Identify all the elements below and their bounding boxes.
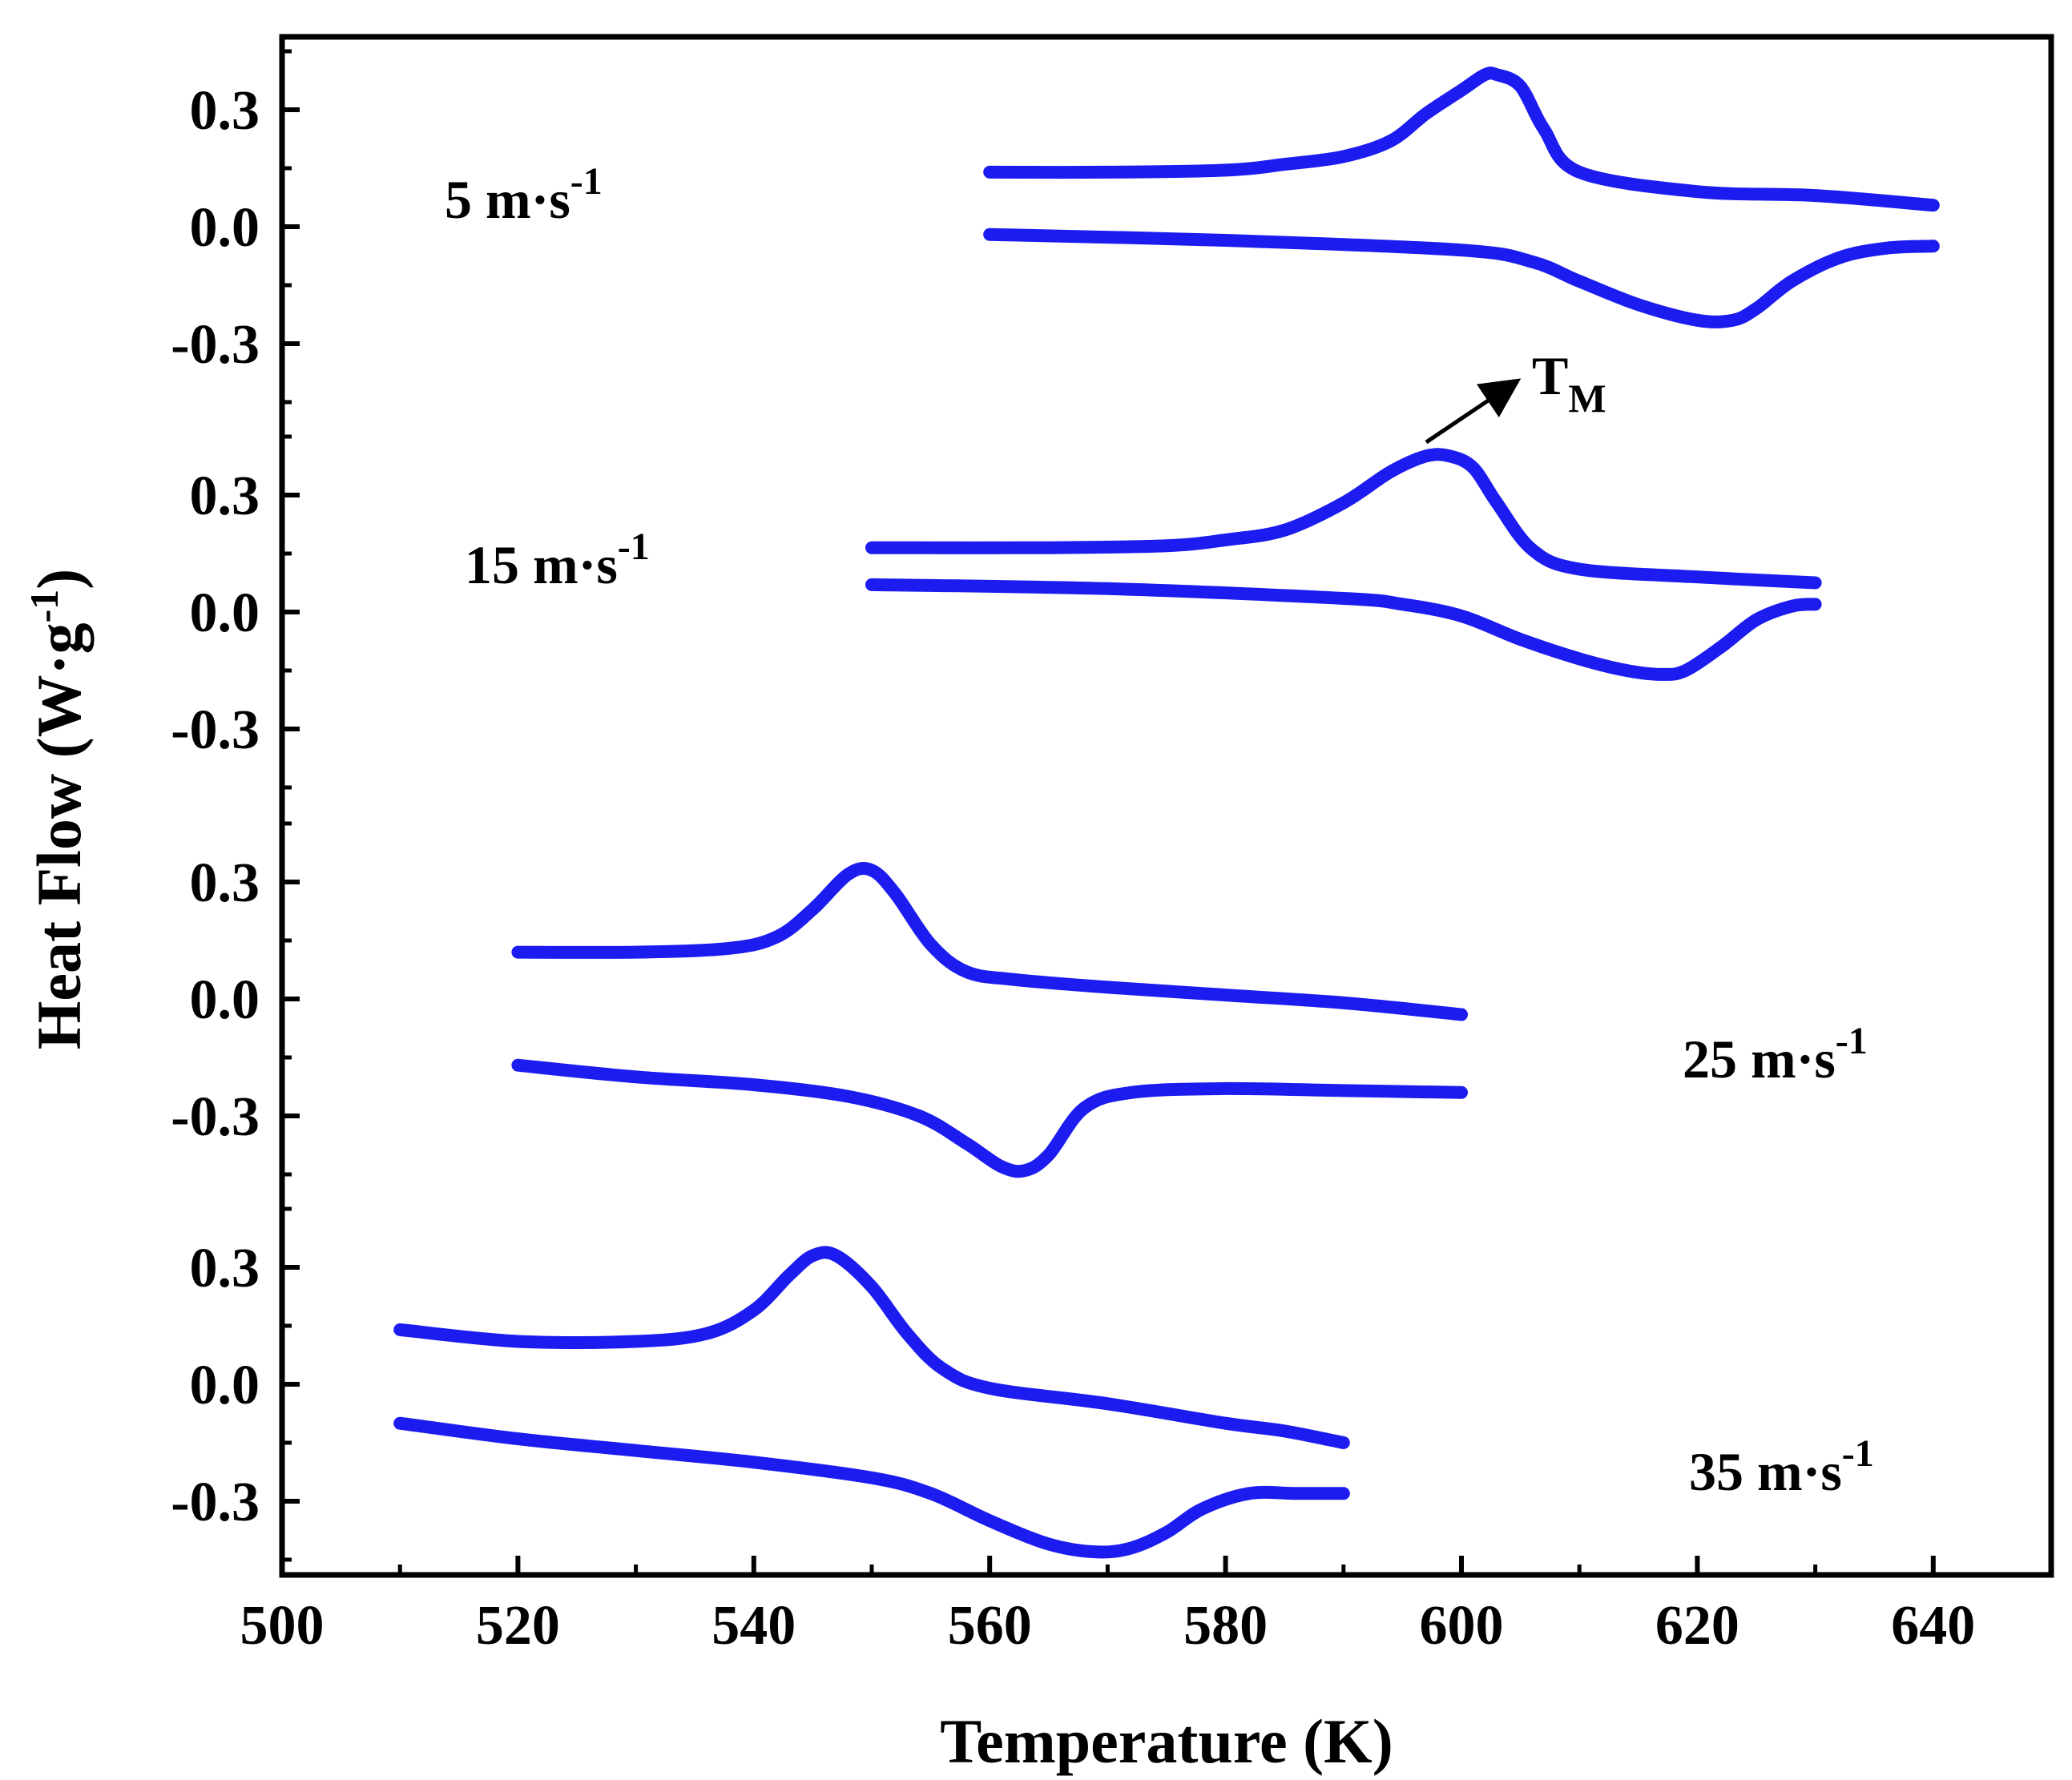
curve-0-heating bbox=[983, 66, 1940, 212]
y-tick-label: 0.0 bbox=[190, 1355, 260, 1416]
curve-0-cooling bbox=[983, 228, 1940, 328]
series-label-35: 35 m·s-1 bbox=[1689, 1432, 1874, 1502]
series-label-15: 15 m·s-1 bbox=[465, 526, 650, 595]
y-axis-title-sup: -1 bbox=[22, 590, 67, 623]
curve-1-heating bbox=[865, 448, 1822, 590]
series-label-15-main: 15 m·s bbox=[465, 534, 618, 595]
ticks-layer: 0.3 0.0 -0.3 0.3 0.0 -0.3 0.3 0.0 -0.3 0.3 0.0 -0.3… bbox=[171, 49, 1975, 1657]
series-label-5-main: 5 m·s bbox=[445, 169, 570, 230]
plot-frame bbox=[279, 34, 2054, 1578]
series-label-15-sup: -1 bbox=[618, 526, 650, 568]
tm-annotation-main: T bbox=[1532, 345, 1568, 406]
tm-arrow bbox=[1425, 378, 1522, 445]
y-tick-label: 0.0 bbox=[190, 582, 260, 644]
y-tick-label: -0.3 bbox=[171, 1472, 260, 1533]
series-label-35-sup: -1 bbox=[1842, 1432, 1874, 1475]
y-tick-label: -0.3 bbox=[171, 1086, 260, 1148]
y-tick-label: 0.3 bbox=[190, 852, 260, 914]
curve-3-heating bbox=[393, 1246, 1350, 1449]
curves-layer bbox=[393, 66, 1940, 1559]
x-tick-label: 620 bbox=[1655, 1595, 1739, 1657]
x-tick-label: 560 bbox=[948, 1595, 1032, 1657]
x-tick-label: 500 bbox=[240, 1595, 325, 1657]
x-tick-label: 520 bbox=[476, 1595, 560, 1657]
x-tick-label: 640 bbox=[1891, 1595, 1975, 1657]
y-tick-label: 0.0 bbox=[190, 969, 260, 1031]
x-axis-title: Temperature (K) bbox=[940, 1706, 1393, 1776]
y-tick-label: -0.3 bbox=[171, 314, 260, 376]
x-tick-label: 580 bbox=[1183, 1595, 1268, 1657]
tm-annotation: TM bbox=[1532, 345, 1606, 421]
series-label-25-sup: -1 bbox=[1836, 1020, 1868, 1062]
curve-3-cooling bbox=[393, 1416, 1350, 1559]
series-label-35-main: 35 m·s bbox=[1689, 1441, 1842, 1502]
y-tick-label: 0.0 bbox=[190, 197, 260, 259]
y-axis-title-close: ) bbox=[24, 569, 94, 590]
series-label-5: 5 m·s-1 bbox=[445, 160, 603, 230]
x-tick-label: 600 bbox=[1420, 1595, 1504, 1657]
series-label-25: 25 m·s-1 bbox=[1683, 1020, 1868, 1089]
y-axis-title: Heat Flow (W·g-1) bbox=[22, 569, 94, 1050]
curve-2-heating bbox=[511, 862, 1468, 1021]
series-label-25-main: 25 m·s bbox=[1683, 1029, 1836, 1089]
y-axis-title-main: Heat Flow (W·g bbox=[24, 622, 94, 1049]
series-label-5-sup: -1 bbox=[570, 160, 603, 203]
y-tick-label: 0.3 bbox=[190, 465, 260, 527]
tm-annotation-sub: M bbox=[1568, 376, 1606, 421]
curve-2-cooling bbox=[511, 1058, 1468, 1178]
curve-1-cooling bbox=[865, 578, 1822, 681]
y-tick-label: 0.3 bbox=[190, 1238, 260, 1299]
y-tick-label: 0.3 bbox=[190, 80, 260, 142]
y-tick-label: -0.3 bbox=[171, 699, 260, 761]
x-tick-label: 540 bbox=[711, 1595, 796, 1657]
